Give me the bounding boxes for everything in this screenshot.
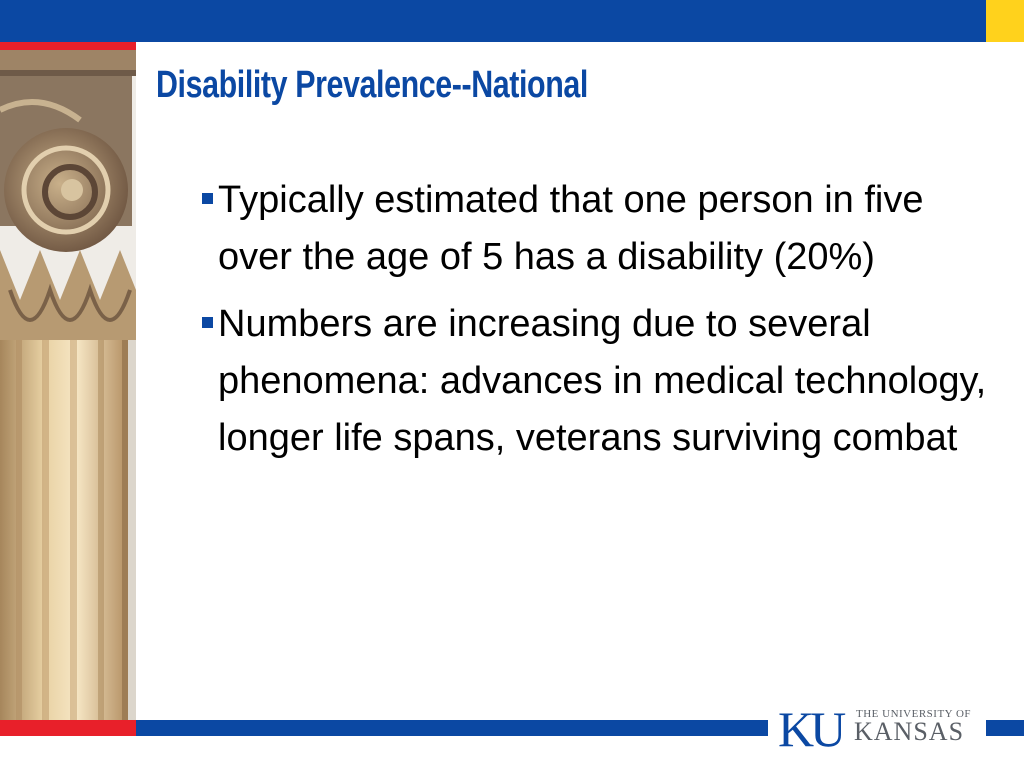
logo-kansas-text: KANSAS	[854, 717, 965, 746]
square-bullet-icon	[202, 317, 213, 328]
slide-title: Disability Prevalence--National	[156, 64, 588, 106]
bullet-item: Typically estimated that one person in f…	[198, 172, 988, 286]
bottom-red-bar	[0, 720, 136, 736]
ionic-column-image	[0, 50, 136, 720]
logo-university-text: THE UNIVERSITY OF	[856, 708, 972, 720]
top-blue-bar	[0, 0, 1024, 42]
ku-logo: KU THE UNIVERSITY OF KANSAS	[768, 700, 986, 758]
column-illustration	[0, 50, 136, 720]
logo-monogram: KU	[778, 701, 846, 757]
bullet-text: Typically estimated that one person in f…	[218, 179, 924, 278]
bullet-text: Numbers are increasing due to several ph…	[218, 303, 987, 459]
left-red-accent	[0, 42, 136, 50]
bullet-item: Numbers are increasing due to several ph…	[198, 296, 988, 467]
top-yellow-accent	[986, 0, 1024, 42]
bullet-list: Typically estimated that one person in f…	[198, 172, 988, 477]
square-bullet-icon	[202, 193, 213, 204]
